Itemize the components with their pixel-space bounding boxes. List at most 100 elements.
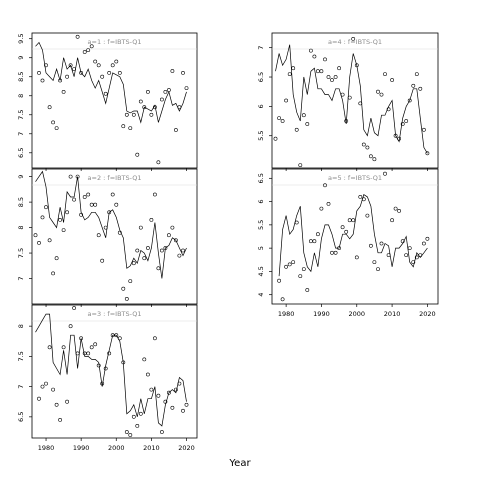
panel-5-data-point xyxy=(277,278,282,283)
panel-4-frame xyxy=(271,32,439,169)
panel-1-data-point xyxy=(100,74,105,79)
panel-1-data-point xyxy=(68,63,73,68)
panel-5-x-tick-label: 1980 xyxy=(278,310,295,318)
panel-2-y-tick-label: 7.5 xyxy=(17,248,25,258)
panel-5-data-point xyxy=(330,250,334,255)
panel-1-y-tick-label: 9.5 xyxy=(17,34,25,44)
panel-2-data-point xyxy=(75,174,80,179)
panel-5-data-point xyxy=(340,225,345,230)
panel-4-data-point xyxy=(397,136,402,141)
panel-2-data-point xyxy=(61,228,66,233)
panel-3-data-point xyxy=(86,351,91,356)
panel-5-data-point xyxy=(386,253,391,258)
panel-3-x-tick-label: 2000 xyxy=(108,444,125,452)
panel-1-data-point xyxy=(124,112,129,117)
panel-2-data-point xyxy=(124,296,129,301)
panel-5-data-point xyxy=(280,297,285,302)
panel-2-data-point xyxy=(93,202,98,207)
panel-5-y-tick-label: 5 xyxy=(257,246,265,250)
panel-3-y-tick-label: 7.5 xyxy=(17,351,25,361)
panel-5-x-tick-label: 2000 xyxy=(348,310,365,318)
panel-4-data-point xyxy=(400,122,405,126)
panel-4-data-point xyxy=(354,63,359,68)
panel-1-data-point xyxy=(173,128,178,132)
panel-4-data-point xyxy=(305,122,310,126)
panel-1-data-point xyxy=(54,126,59,131)
panel-5-data-point xyxy=(337,246,342,251)
panel-2-data-point xyxy=(68,174,73,179)
panel-1-data-point xyxy=(44,63,48,68)
panel-2-data-point xyxy=(47,238,52,243)
panel-5-data-point xyxy=(347,218,352,223)
panel-2-data-point xyxy=(54,256,59,261)
panel-2-data-point xyxy=(121,286,126,291)
panel-1-data-point xyxy=(72,67,77,72)
panel-5-fitted-line xyxy=(278,194,428,277)
panel-1-data-point xyxy=(75,34,80,39)
panel-3-x-tick-label: 1990 xyxy=(73,444,90,452)
panel-4-data-point xyxy=(421,127,426,132)
panel-4-data-point xyxy=(361,142,366,147)
panel-5-y-tick-label: 4 xyxy=(257,293,265,297)
panel-5-data-point xyxy=(298,274,303,279)
panel-2-data-point xyxy=(142,256,147,261)
panel-3-data-point xyxy=(156,393,161,398)
panel-3-x-tick-label: 2020 xyxy=(178,444,195,452)
panel-5-y-tick-label: 5.5 xyxy=(257,220,265,230)
panel-1-data-point xyxy=(135,152,140,157)
panel-1-data-point xyxy=(61,90,66,94)
panel-4-data-point xyxy=(358,101,363,106)
panel-4-data-point xyxy=(425,151,430,156)
panel-4-data-point xyxy=(326,75,331,79)
panel-3-data-point xyxy=(184,402,189,407)
panel-5-y-tick-label: 6.5 xyxy=(257,173,265,183)
panel-3-data-point xyxy=(96,363,101,368)
panel-3-data-point xyxy=(68,324,73,329)
panel-3-data-point xyxy=(110,333,115,338)
panel-4-data-point xyxy=(340,92,345,97)
panel-5-data-point xyxy=(287,262,292,267)
panel-2-y-tick-label: 7 xyxy=(17,276,25,280)
panel-5-data-point xyxy=(351,218,356,223)
panel-2-data-point xyxy=(117,230,122,235)
panel-1-data-point xyxy=(159,97,164,102)
panel-1-data-point xyxy=(107,71,112,75)
panel-5-x-tick-label: 1990 xyxy=(313,310,330,318)
panel-5-data-point xyxy=(365,213,370,218)
panel-2-data-point xyxy=(96,233,101,238)
panel-5-y-tick-label: 6 xyxy=(257,200,265,204)
panel-2-data-point xyxy=(173,238,178,243)
panel-2-data-point xyxy=(37,240,41,245)
panel-1-data-point xyxy=(40,78,45,83)
panel-5-data-point xyxy=(305,288,310,292)
panel-2-data-point xyxy=(110,192,115,197)
panel-3-data-point xyxy=(149,387,154,392)
panel-1-data-point xyxy=(121,124,126,129)
panel-2-y-tick-label: 8.5 xyxy=(17,197,25,207)
panel-4-data-point xyxy=(365,145,370,150)
panel-1-y-tick-label: 9 xyxy=(17,56,25,60)
panel-5-data-point xyxy=(383,171,387,176)
panel-2-data-point xyxy=(145,246,150,250)
panel-1-data-point xyxy=(65,74,70,79)
panel-4-data-point xyxy=(291,66,296,71)
panel-3-data-point xyxy=(47,345,52,350)
panel-2-data-point xyxy=(163,246,168,250)
panel-2-data-point xyxy=(114,202,119,207)
panel-4-data-point xyxy=(298,163,303,168)
panel-5-x-tick-label: 2010 xyxy=(384,310,401,318)
panel-5-data-point xyxy=(294,220,299,225)
panel-5-data-point xyxy=(323,183,327,188)
panel-3-data-point xyxy=(65,399,70,404)
panel-3-data-point xyxy=(72,306,77,310)
panel-2-y-tick-label: 9 xyxy=(17,175,25,179)
panel-3-x-tick-label: 1980 xyxy=(38,444,55,452)
panel-3-fitted-line xyxy=(35,313,187,427)
panel-1-data-point xyxy=(103,91,108,96)
panel-2-data-point xyxy=(86,192,91,197)
panel-2-data-point xyxy=(33,233,38,238)
panel-3-data-point xyxy=(44,381,48,386)
panel-3-data-point xyxy=(40,384,45,389)
panel-4-data-point xyxy=(404,119,409,123)
